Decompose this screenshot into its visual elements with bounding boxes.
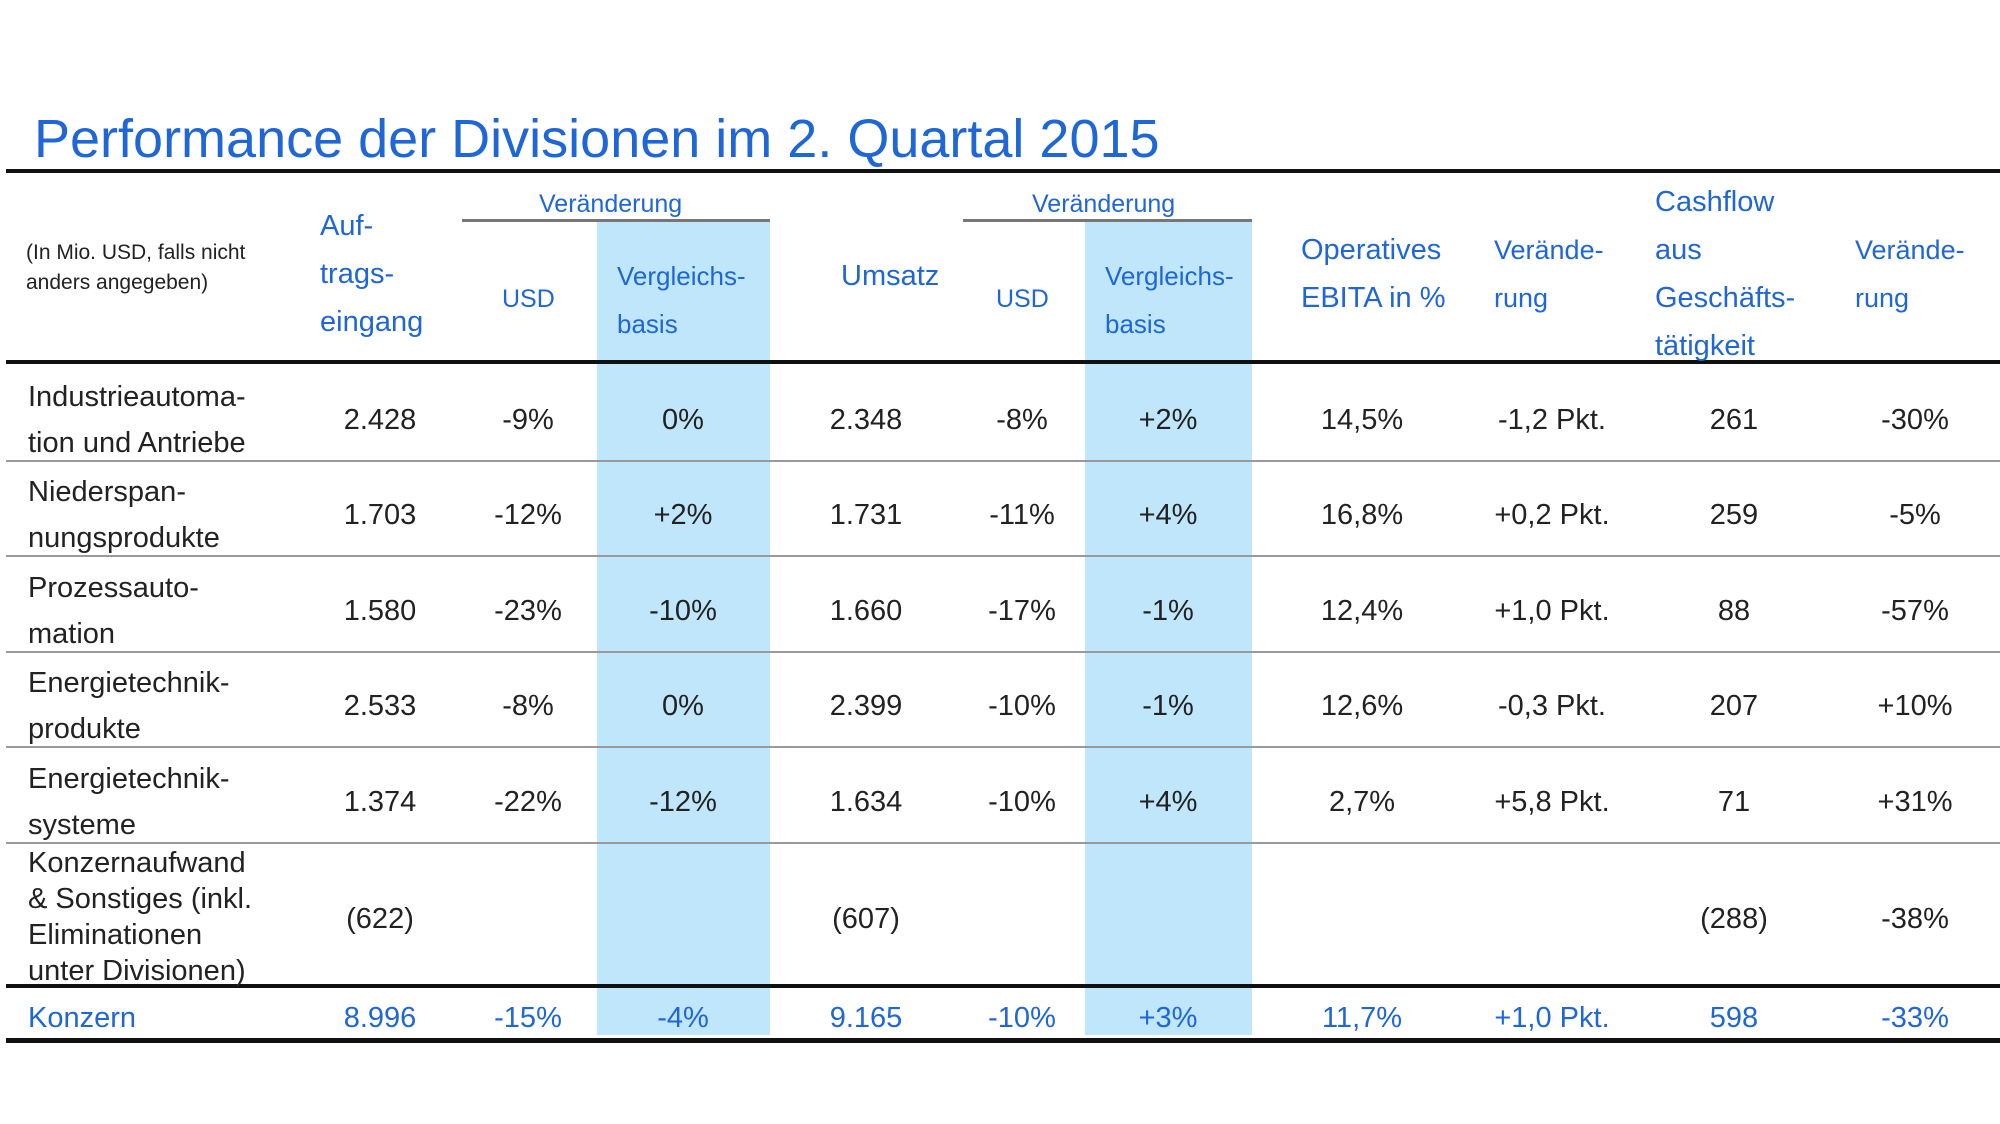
header-ebita: Operatives EBITA in % bbox=[1301, 234, 1446, 314]
table-cell-ebita: 12,4% bbox=[1320, 595, 1404, 627]
total-cell-vgl1: -4% bbox=[657, 1002, 709, 1034]
table-cell-cashflow: 88 bbox=[1717, 595, 1751, 627]
total-cell-auftrag: 8.996 bbox=[343, 1002, 417, 1034]
table-cell-usd2: -17% bbox=[988, 595, 1056, 627]
table-cell-usd1: -9% bbox=[502, 404, 554, 436]
table-cell-vgl1: 0% bbox=[662, 404, 704, 436]
table-cell-cashflow: 259 bbox=[1709, 499, 1759, 531]
table-cell-ebita: 16,8% bbox=[1320, 499, 1404, 531]
vergleichsbasis-band-1 bbox=[597, 220, 770, 1035]
table-cell-auftrag: 2.428 bbox=[343, 404, 417, 436]
table-cell-usd1: -23% bbox=[494, 595, 562, 627]
table-cell-ebita: 2,7% bbox=[1328, 786, 1396, 818]
table-cell-cf-chg: -38% bbox=[1881, 903, 1949, 935]
total-label: Konzern bbox=[28, 1002, 137, 1034]
table-cell-usd1: -22% bbox=[494, 786, 562, 818]
table-cell-cf-chg: -30% bbox=[1881, 404, 1949, 436]
header-umsatz: Umsatz bbox=[841, 260, 940, 292]
row-divider bbox=[6, 460, 2000, 462]
page-title: Performance der Divisionen im 2. Quartal… bbox=[34, 109, 1160, 169]
table-cell-vgl2: -1% bbox=[1142, 595, 1194, 627]
table-cell-cashflow: 207 bbox=[1709, 690, 1759, 722]
table-cell-cf-chg: -57% bbox=[1881, 595, 1949, 627]
total-cell-ebita: 11,7% bbox=[1321, 1002, 1403, 1034]
table-cell-ebita-chg: +1,0 Pkt. bbox=[1494, 595, 1610, 627]
total-cell-cashflow: 598 bbox=[1709, 1002, 1759, 1034]
header-veraenderung-cashflow: Verände- rung bbox=[1855, 235, 1965, 313]
table-cell-usd2: -10% bbox=[988, 786, 1056, 818]
header-vergleichsbasis-2: Vergleichs- basis bbox=[1105, 261, 1234, 339]
row-label: Konzernaufwand & Sonstiges (inkl. Eliminat… bbox=[28, 847, 253, 987]
row-label: Energietechnik-systeme bbox=[28, 763, 230, 841]
table-cell-cf-chg: +10% bbox=[1877, 690, 1953, 722]
table-cell-ebita-chg: -1,2 Pkt. bbox=[1498, 404, 1606, 436]
table-cell-ebita-chg: +0,2 Pkt. bbox=[1494, 499, 1610, 531]
total-cell-usd2: -10% bbox=[988, 1002, 1056, 1034]
table-cell-auftrag: 1.703 bbox=[343, 499, 417, 531]
header-veraenderung-2: Veränderung bbox=[1032, 190, 1176, 218]
table-cell-vgl2: +2% bbox=[1138, 404, 1198, 436]
table-cell-auftrag: 2.533 bbox=[343, 690, 417, 722]
total-cell-umsatz: 9.165 bbox=[829, 1002, 903, 1034]
row-divider bbox=[6, 746, 2000, 748]
table-cell-vgl1: +2% bbox=[653, 499, 713, 531]
table-cell-vgl2: +4% bbox=[1138, 499, 1198, 531]
header-usd-2: USD bbox=[996, 285, 1049, 313]
table-cell-ebita: 14,5% bbox=[1320, 404, 1404, 436]
header-cashflow: Cashflow aus Geschäfts- tätigkeit bbox=[1655, 186, 1796, 362]
table-cell-vgl2: -1% bbox=[1142, 690, 1194, 722]
header-veraenderung-ebita: Verände- rung bbox=[1494, 235, 1604, 313]
total-cell-vgl2: +3% bbox=[1138, 1002, 1198, 1034]
table-cell-usd1: -12% bbox=[494, 499, 562, 531]
bottom-rule bbox=[6, 1038, 2000, 1043]
header-veraenderung-1: Veränderung bbox=[539, 190, 683, 218]
table-cell-umsatz: 2.348 bbox=[829, 404, 903, 436]
table-cell-vgl1: -10% bbox=[649, 595, 717, 627]
total-rule bbox=[6, 984, 2000, 988]
table-cell-vgl2: +4% bbox=[1138, 786, 1198, 818]
table-cell-umsatz: (607) bbox=[832, 903, 900, 935]
total-cell-cf-chg: -33% bbox=[1881, 1002, 1949, 1034]
header-auftragseingang: Auf- trags- eingang bbox=[320, 210, 424, 338]
top-rule bbox=[6, 169, 2000, 173]
table-cell-cf-chg: -5% bbox=[1889, 499, 1941, 531]
header-usd-1: USD bbox=[502, 285, 555, 313]
table-cell-usd2: -10% bbox=[988, 690, 1056, 722]
veraenderung-underline-2 bbox=[963, 219, 1252, 222]
table-cell-cf-chg: +31% bbox=[1877, 786, 1953, 818]
header-vergleichsbasis-1: Vergleichs- basis bbox=[617, 261, 746, 339]
table-cell-cashflow: 261 bbox=[1709, 404, 1759, 436]
units-note: (In Mio. USD, falls nicht anders angegeb… bbox=[26, 241, 246, 294]
table-cell-vgl1: 0% bbox=[662, 690, 704, 722]
table-cell-umsatz: 1.634 bbox=[829, 786, 903, 818]
vergleichsbasis-band-2 bbox=[1085, 220, 1252, 1035]
table-cell-usd1: -8% bbox=[502, 690, 554, 722]
row-label: Prozessauto-mation bbox=[28, 572, 199, 650]
table-cell-cashflow: 71 bbox=[1717, 786, 1751, 818]
table-cell-cashflow: (288) bbox=[1700, 903, 1768, 935]
row-label: Industrieautoma-tion und Antriebe bbox=[28, 381, 246, 459]
header-rule bbox=[6, 360, 2000, 364]
row-divider bbox=[6, 842, 2000, 844]
table-cell-umsatz: 1.731 bbox=[829, 499, 903, 531]
table-cell-umsatz: 2.399 bbox=[829, 690, 903, 722]
table-cell-ebita: 12,6% bbox=[1320, 690, 1404, 722]
table-cell-ebita-chg: -0,3 Pkt. bbox=[1498, 690, 1606, 722]
total-cell-usd1: -15% bbox=[494, 1002, 562, 1034]
table-cell-vgl1: -12% bbox=[649, 786, 717, 818]
table-cell-auftrag: 1.580 bbox=[343, 595, 417, 627]
table-cell-ebita-chg: +5,8 Pkt. bbox=[1494, 786, 1610, 818]
veraenderung-underline-1 bbox=[462, 219, 770, 222]
row-label: Niederspan-nungsprodukte bbox=[28, 476, 220, 554]
total-cell-ebita-chg: +1,0 Pkt. bbox=[1494, 1002, 1610, 1034]
table-cell-auftrag: (622) bbox=[346, 903, 414, 935]
table-cell-usd2: -8% bbox=[996, 404, 1048, 436]
table-cell-umsatz: 1.660 bbox=[829, 595, 903, 627]
row-divider bbox=[6, 651, 2000, 653]
row-divider bbox=[6, 555, 2000, 557]
table-cell-auftrag: 1.374 bbox=[343, 786, 417, 818]
table-cell-usd2: -11% bbox=[989, 499, 1055, 531]
row-label: Energietechnik-produkte bbox=[28, 667, 230, 745]
